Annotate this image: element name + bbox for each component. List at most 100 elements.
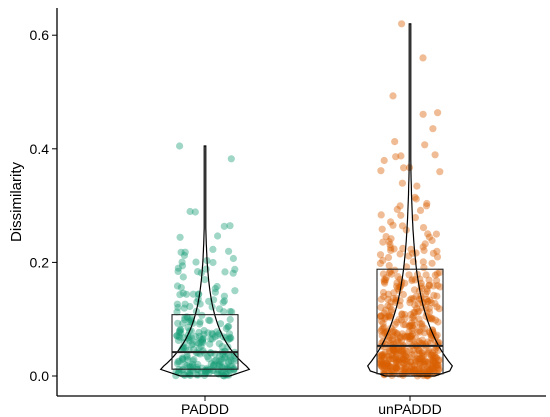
data-point — [392, 365, 400, 373]
data-point — [433, 253, 442, 261]
data-point — [418, 322, 426, 330]
data-point — [398, 179, 406, 187]
data-point — [416, 350, 424, 358]
data-point — [224, 323, 232, 331]
data-point — [384, 359, 392, 368]
data-point — [433, 361, 441, 369]
data-point — [434, 361, 443, 369]
data-point — [383, 360, 391, 368]
data-point — [398, 222, 407, 230]
data-point — [416, 320, 424, 328]
data-point — [209, 362, 218, 370]
data-point — [424, 338, 432, 346]
data-point — [401, 365, 409, 373]
data-point — [431, 151, 439, 159]
data-point — [399, 348, 407, 356]
data-point — [411, 366, 419, 374]
data-point — [384, 312, 392, 320]
data-point — [411, 362, 419, 370]
data-point — [430, 353, 438, 361]
data-point — [428, 314, 436, 322]
data-point — [389, 355, 397, 363]
data-point — [177, 326, 185, 334]
data-point — [231, 265, 239, 273]
box-unpaddd — [376, 268, 444, 375]
data-point — [427, 355, 435, 363]
data-point — [408, 319, 416, 327]
data-point — [401, 279, 409, 287]
data-point — [403, 332, 411, 340]
data-point — [402, 352, 410, 360]
data-point — [392, 359, 400, 367]
data-point — [433, 277, 441, 285]
data-point — [381, 361, 389, 370]
data-point — [183, 362, 191, 370]
data-point — [173, 332, 181, 340]
data-point — [409, 367, 417, 375]
data-point — [175, 357, 183, 365]
data-point — [229, 269, 237, 277]
data-point — [186, 302, 194, 311]
data-point — [201, 366, 209, 374]
data-point — [379, 238, 387, 246]
data-point — [387, 270, 396, 278]
data-point — [408, 335, 416, 344]
data-point — [432, 230, 440, 238]
data-point — [405, 252, 413, 260]
data-point — [220, 222, 228, 230]
data-point — [419, 349, 427, 357]
data-point — [206, 317, 214, 325]
data-point — [436, 283, 444, 291]
data-point — [183, 353, 191, 361]
data-point — [226, 307, 234, 316]
data-point — [392, 348, 400, 356]
data-point — [431, 316, 440, 324]
data-point — [403, 347, 411, 356]
data-point — [185, 363, 193, 371]
data-point — [174, 319, 182, 327]
data-point — [387, 218, 395, 226]
data-point — [222, 334, 230, 342]
data-point — [405, 322, 413, 331]
data-point — [416, 358, 424, 366]
data-point — [385, 238, 393, 246]
data-point — [416, 206, 425, 214]
data-point — [390, 346, 398, 354]
data-point — [197, 338, 205, 346]
data-point — [433, 292, 441, 300]
data-point — [408, 351, 416, 359]
data-point — [377, 312, 385, 320]
data-point — [401, 352, 409, 360]
data-point — [181, 248, 189, 256]
data-point — [424, 297, 432, 305]
data-point — [378, 358, 386, 366]
data-point — [391, 321, 399, 329]
data-point — [429, 349, 437, 357]
data-point — [180, 371, 188, 379]
data-point — [399, 359, 407, 367]
data-point — [399, 366, 407, 374]
data-point — [381, 348, 389, 356]
data-point — [387, 298, 395, 306]
data-point — [411, 193, 419, 201]
data-point — [210, 360, 218, 368]
data-point — [405, 271, 413, 279]
data-point — [422, 295, 431, 303]
data-point — [435, 338, 443, 346]
data-point — [425, 348, 433, 356]
data-point — [393, 282, 401, 290]
data-point — [205, 355, 213, 363]
data-point — [384, 253, 393, 262]
data-point — [378, 317, 386, 325]
data-point — [395, 356, 403, 364]
data-point — [424, 360, 432, 368]
data-point — [410, 321, 419, 329]
data-point — [428, 351, 436, 359]
data-point — [423, 199, 431, 208]
data-point — [197, 335, 205, 343]
data-point — [398, 354, 406, 362]
data-point — [204, 329, 212, 337]
data-point — [420, 264, 428, 272]
data-point — [214, 331, 222, 339]
data-point — [211, 333, 219, 341]
